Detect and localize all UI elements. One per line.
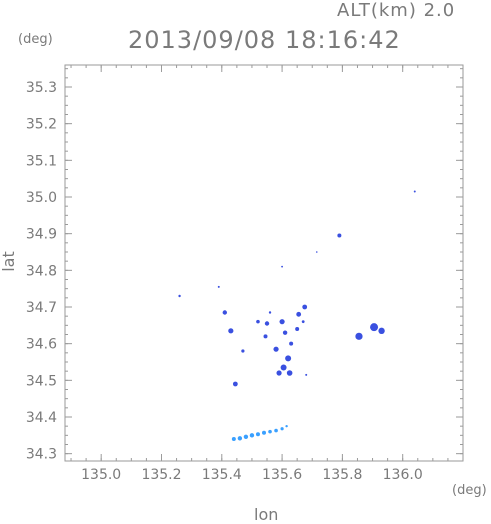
y-tick-label: 34.7 [26, 300, 57, 316]
echo-point [268, 311, 272, 314]
echo-point [273, 346, 279, 352]
echo-point [232, 381, 238, 387]
echo-point [241, 349, 245, 353]
echo-point [222, 310, 228, 315]
echo-point [256, 319, 260, 324]
echo-point [249, 433, 255, 438]
echo-point [263, 334, 268, 339]
echo-point [280, 427, 284, 431]
echo-point [296, 311, 302, 317]
y-tick-label: 34.3 [26, 447, 57, 463]
echo-point [228, 328, 234, 334]
echo-point [280, 364, 287, 371]
x-axis-unit: (deg) [452, 483, 487, 498]
x-tick-label: 136.0 [383, 467, 423, 483]
x-tick-label: 135.0 [81, 467, 121, 483]
plot-frame [64, 64, 464, 462]
echo-point [413, 190, 416, 193]
y-tick-label: 35.3 [26, 80, 57, 96]
echo-point [243, 434, 249, 439]
echo-point [237, 436, 243, 441]
echo-point [217, 285, 220, 288]
echo-point [264, 321, 270, 326]
y-tick-label: 34.8 [26, 263, 57, 279]
echo-point [279, 319, 285, 325]
echo-point [255, 432, 260, 437]
y-tick-label: 35.0 [26, 190, 57, 206]
echo-point [268, 429, 272, 434]
echo-point [282, 330, 288, 335]
echo-point [289, 341, 294, 346]
echo-point [286, 370, 293, 376]
echo-point [231, 437, 236, 441]
echo-point [337, 233, 342, 238]
echo-point [370, 323, 379, 332]
echo-point [262, 430, 266, 435]
echo-point [285, 355, 292, 362]
x-tick-label: 135.4 [202, 467, 242, 483]
y-tick-label: 34.6 [26, 337, 57, 353]
x-tick-label: 135.8 [322, 467, 362, 483]
echo-point [274, 428, 278, 433]
y-tick-label: 35.1 [26, 153, 57, 169]
altitude-label: ALT(km) 2.0 [337, 0, 456, 21]
x-axis-label: lon [254, 505, 279, 524]
echo-point [178, 294, 181, 298]
echo-point [305, 373, 308, 376]
echo-point [302, 304, 308, 310]
y-tick-label: 35.2 [26, 117, 57, 133]
echo-point [378, 327, 385, 335]
x-tick-label: 135.6 [262, 467, 302, 483]
echo-point [301, 320, 305, 324]
x-tick-label: 135.2 [141, 467, 181, 483]
echo-point [295, 327, 300, 331]
echo-point [315, 251, 318, 253]
timestamp-title: 2013/09/08 18:16:42 [128, 26, 401, 54]
echo-point [355, 332, 363, 340]
axis-ticks: 135.0 135.2 135.4 135.6 135.8 136.0 34.3 34.4 34… [26, 65, 463, 483]
echo-point [281, 265, 283, 268]
y-axis-unit: (deg) [18, 32, 53, 47]
echo-point [276, 370, 282, 376]
y-tick-label: 34.9 [26, 227, 57, 243]
y-tick-label: 34.4 [26, 410, 57, 426]
echo-points [178, 190, 416, 441]
y-tick-label: 34.5 [26, 373, 57, 389]
echo-point [285, 424, 288, 428]
